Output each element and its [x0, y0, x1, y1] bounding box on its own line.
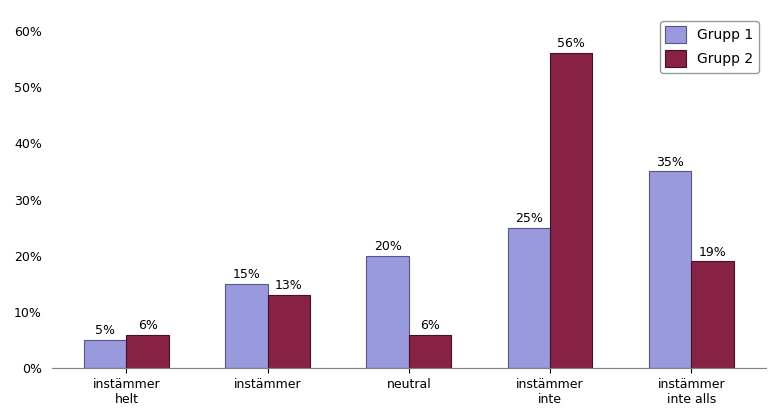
Bar	[691, 262, 734, 368]
Text: 35%: 35%	[656, 156, 684, 169]
Text: 6%: 6%	[420, 319, 440, 332]
Text: 5%: 5%	[95, 324, 115, 337]
Text: 20%: 20%	[374, 240, 402, 253]
Text: 25%: 25%	[515, 212, 543, 225]
Text: 19%: 19%	[699, 246, 726, 259]
Bar	[508, 228, 550, 368]
Text: 15%: 15%	[232, 268, 261, 281]
Bar	[84, 340, 126, 368]
Text: 56%: 56%	[557, 37, 585, 50]
Bar	[649, 171, 691, 368]
Bar	[409, 335, 451, 368]
Bar	[268, 295, 310, 368]
Bar	[126, 335, 168, 368]
Bar	[550, 53, 593, 368]
Text: 6%: 6%	[138, 319, 158, 332]
Bar	[225, 284, 268, 368]
Bar	[367, 256, 409, 368]
Text: 13%: 13%	[275, 279, 303, 292]
Legend: Grupp 1, Grupp 2: Grupp 1, Grupp 2	[660, 21, 759, 73]
